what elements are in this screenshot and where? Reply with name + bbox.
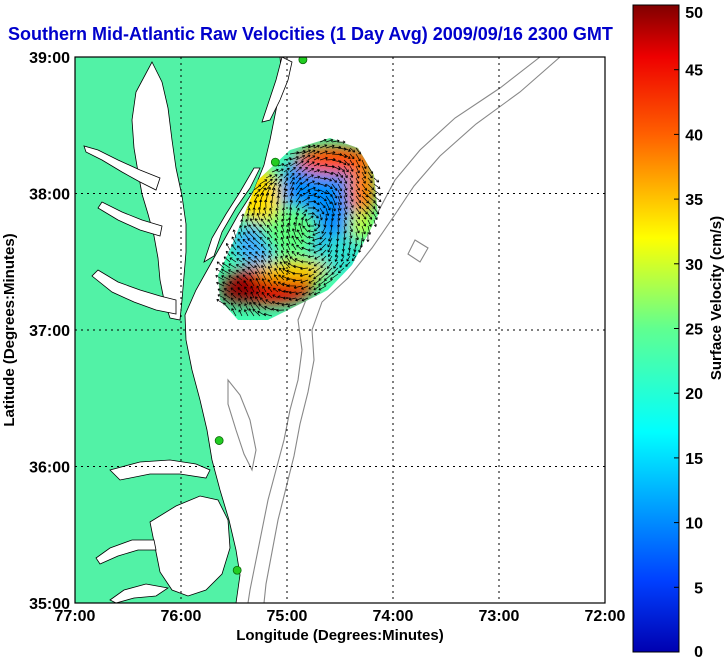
x-tick-label: 77:00 (55, 608, 96, 625)
bathymetry-contours (227, 57, 561, 603)
eastern-shore-bay (203, 167, 261, 263)
radar-station-marker (232, 565, 242, 575)
colorbar-tick-label: 10 (685, 516, 703, 533)
colorbar-tick-label: 15 (685, 451, 703, 468)
y-tick-label: 36:00 (29, 460, 70, 477)
colorbar-tick-label: 45 (685, 63, 703, 80)
radar-station-marker (214, 436, 224, 445)
colorbar-tick-label: 30 (685, 257, 703, 274)
neuse-river (109, 583, 170, 603)
delaware-bay (261, 57, 293, 123)
pamlico-river (95, 539, 157, 565)
colorbar-label: Surface Velocity (cm/s) (708, 216, 724, 380)
colorbar (632, 4, 680, 653)
gridlines (75, 57, 605, 603)
colorbar-tick-label: 25 (685, 322, 703, 339)
radar-station-marker (270, 157, 280, 167)
x-axis-label: Longitude (Degrees:Minutes) (236, 627, 444, 644)
colorbar-tick-label: 40 (685, 127, 703, 144)
vector-arrows (215, 138, 382, 317)
y-tick-label: 39:00 (29, 50, 70, 67)
pamlico-sound (149, 495, 231, 597)
x-tick-label: 74:00 (373, 608, 414, 625)
colorbar-tick-label: 5 (694, 580, 703, 597)
map-area (75, 57, 605, 603)
x-tick-labels: 77:00 76:00 75:00 74:00 73:00 72:00 (55, 608, 626, 625)
rappahannock-river (97, 201, 163, 237)
y-tick-label: 37:00 (29, 323, 70, 340)
x-tick-label: 76:00 (161, 608, 202, 625)
y-axis-label: Latitude (Degrees:Minutes) (1, 233, 18, 426)
radar-station-marker (298, 57, 308, 65)
x-tick-label: 72:00 (585, 608, 626, 625)
y-tick-label: 35:00 (29, 596, 70, 613)
colorbar-ticks: 0 5 10 15 20 25 30 35 40 45 50 (674, 4, 703, 659)
albemarle-sound (109, 459, 211, 481)
potomac-river (83, 145, 161, 191)
colorbar-tick-label: 20 (685, 386, 703, 403)
colorbar-tick-label: 35 (685, 192, 703, 209)
x-tick-label: 73:00 (479, 608, 520, 625)
chart-title: Southern Mid-Atlantic Raw Velocities (1 … (8, 24, 613, 44)
y-tick-label: 38:00 (29, 187, 70, 204)
colorbar-tick-label: 50 (685, 5, 703, 22)
chesapeake-bay (131, 61, 187, 321)
velocity-vectors (215, 138, 382, 317)
x-tick-label: 75:00 (267, 608, 308, 625)
radar-stations (214, 57, 308, 575)
map-frame (74, 56, 606, 604)
colorbar-tick-label: 0 (694, 644, 703, 659)
james-river (91, 269, 177, 315)
y-tick-labels: 39:00 38:00 37:00 36:00 35:00 (29, 50, 70, 613)
